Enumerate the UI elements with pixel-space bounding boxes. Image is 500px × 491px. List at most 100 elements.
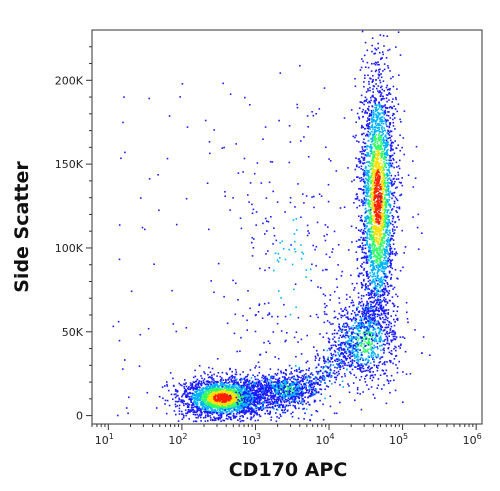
data-point — [370, 253, 373, 255]
data-point — [363, 261, 365, 264]
data-point — [384, 273, 387, 275]
data-point — [379, 202, 381, 204]
data-point — [243, 378, 246, 381]
data-point — [378, 128, 381, 131]
data-point — [367, 209, 370, 211]
data-point — [370, 280, 373, 283]
data-point — [389, 258, 391, 261]
data-point — [232, 395, 234, 398]
data-point — [376, 346, 379, 348]
data-point — [226, 386, 228, 389]
data-point — [301, 395, 303, 397]
data-point — [209, 371, 212, 373]
data-point — [359, 69, 362, 71]
data-point — [371, 124, 373, 127]
data-point — [264, 396, 266, 399]
data-point — [381, 171, 384, 174]
data-point — [196, 378, 199, 381]
data-point — [259, 408, 261, 410]
data-point — [369, 196, 372, 198]
data-point — [372, 80, 374, 82]
data-point — [205, 398, 208, 401]
data-point — [248, 379, 251, 382]
data-point — [379, 120, 381, 123]
data-point — [234, 397, 236, 400]
data-point — [369, 244, 371, 247]
data-point — [376, 387, 379, 389]
data-point — [284, 408, 287, 410]
data-point — [242, 420, 245, 422]
data-points-layer — [112, 30, 431, 423]
data-point — [233, 417, 235, 419]
data-point — [368, 195, 370, 197]
data-point — [203, 406, 206, 409]
data-point — [392, 125, 395, 127]
data-point — [255, 392, 258, 395]
data-point — [200, 398, 203, 400]
data-point — [366, 273, 369, 276]
data-point — [227, 395, 229, 398]
data-point — [379, 157, 381, 159]
data-point — [366, 120, 368, 122]
data-point — [370, 294, 373, 296]
data-point — [381, 216, 384, 219]
data-point — [367, 258, 370, 261]
data-point — [244, 409, 246, 412]
data-point — [257, 391, 259, 394]
data-point — [277, 397, 280, 399]
data-point — [368, 184, 370, 187]
data-point — [378, 151, 380, 154]
data-point — [225, 381, 227, 384]
data-point — [384, 326, 387, 329]
data-point — [273, 386, 275, 389]
data-point — [390, 247, 393, 250]
data-point — [196, 409, 199, 411]
data-point — [198, 413, 201, 416]
data-point — [386, 185, 388, 188]
data-point — [362, 126, 365, 129]
data-point — [363, 54, 366, 57]
data-point — [374, 281, 376, 284]
data-point — [370, 70, 373, 72]
data-point — [379, 258, 382, 261]
data-point — [373, 126, 375, 128]
data-point — [382, 271, 384, 273]
data-point — [224, 401, 227, 403]
data-point — [379, 106, 381, 109]
data-point — [245, 404, 248, 407]
data-point — [377, 243, 380, 245]
data-point — [378, 114, 381, 116]
data-point — [381, 131, 383, 134]
data-point — [183, 404, 185, 407]
data-point — [272, 392, 274, 395]
data-point — [223, 384, 225, 386]
data-point — [220, 413, 223, 415]
data-point — [373, 211, 376, 214]
data-point — [254, 404, 257, 406]
data-point — [210, 389, 212, 391]
data-point — [196, 407, 198, 410]
data-point — [373, 138, 376, 141]
data-point — [241, 395, 243, 398]
data-point — [373, 150, 376, 153]
data-point — [376, 253, 379, 255]
data-point — [203, 396, 206, 398]
data-point — [204, 420, 207, 422]
data-point — [382, 242, 385, 244]
data-point — [231, 398, 234, 401]
data-point — [364, 256, 367, 258]
data-point — [375, 302, 378, 304]
data-point — [386, 179, 389, 182]
data-point — [367, 344, 370, 346]
data-point — [364, 217, 367, 219]
data-point — [382, 171, 385, 174]
data-point — [367, 175, 370, 178]
data-point — [229, 367, 231, 370]
data-point — [369, 150, 372, 152]
data-point — [369, 168, 372, 171]
data-point — [239, 420, 242, 423]
data-point — [199, 409, 202, 412]
data-point — [374, 153, 377, 155]
data-point — [241, 402, 244, 404]
data-point — [380, 177, 382, 180]
